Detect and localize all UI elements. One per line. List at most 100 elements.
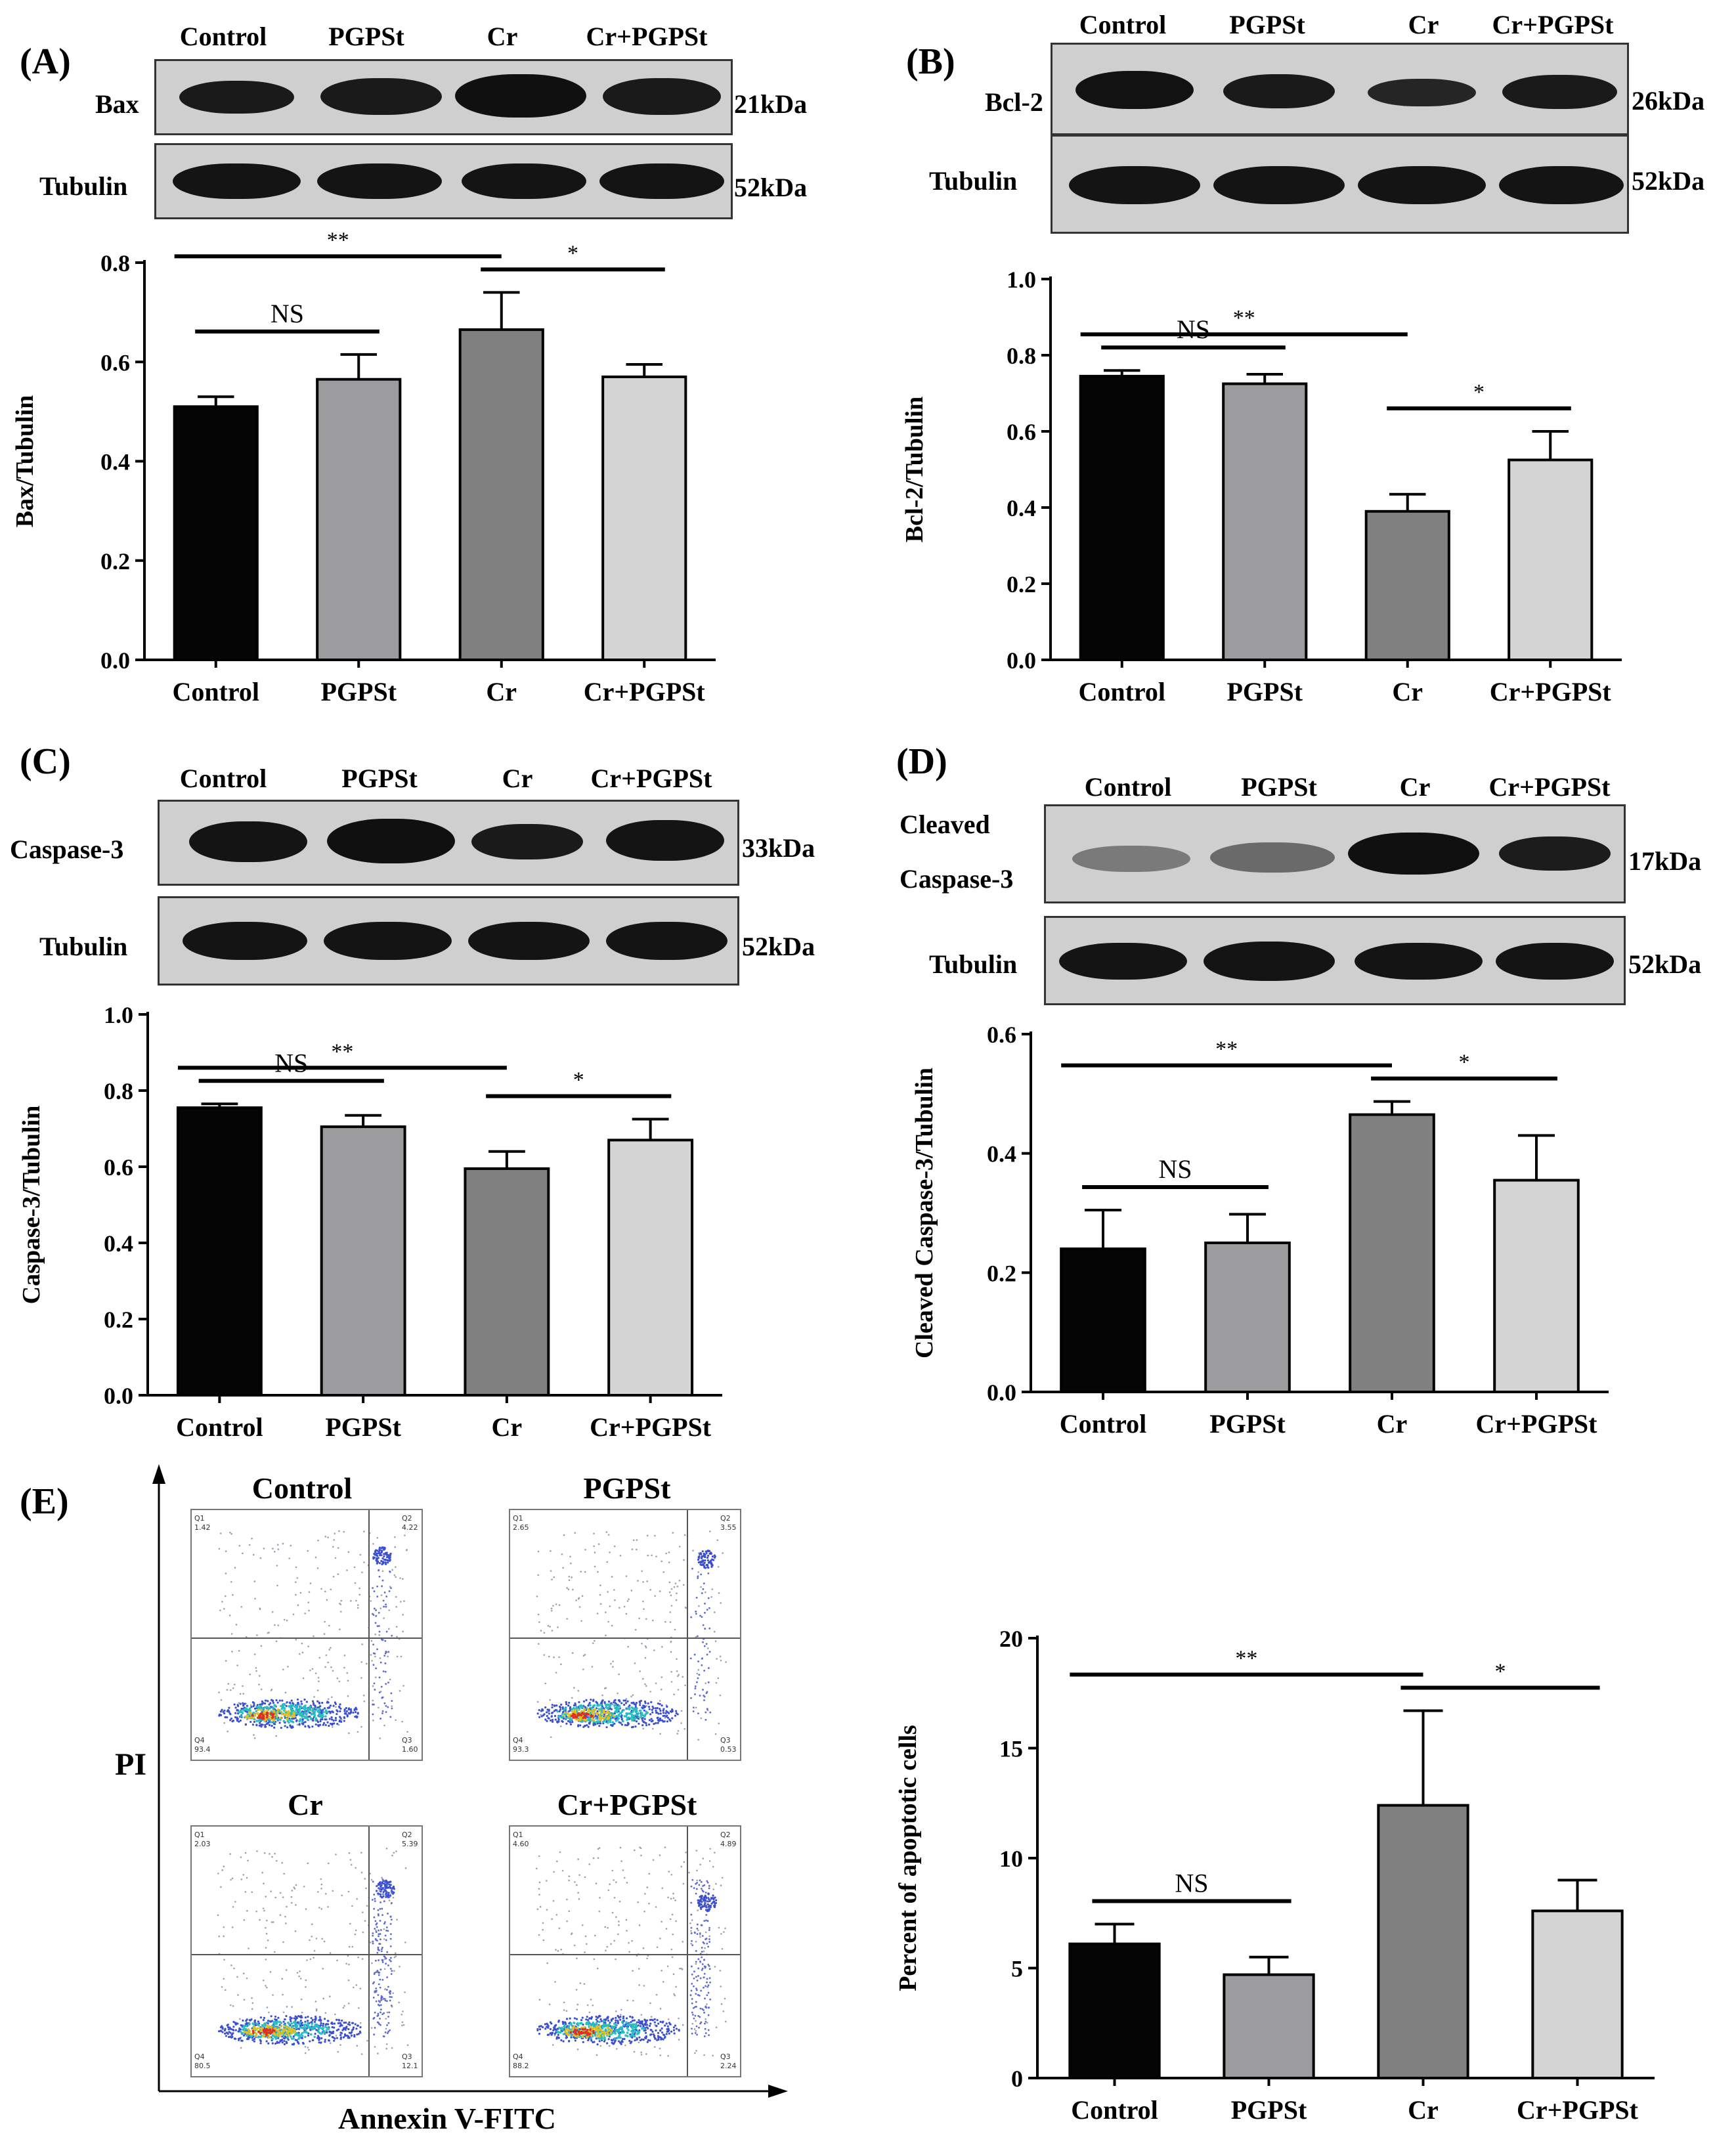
quadrant-value: 3.55 <box>720 1523 737 1532</box>
significance-label: NS <box>1175 1869 1208 1898</box>
kda-label: 52kDa <box>734 173 808 202</box>
western-blot-caspase3 <box>158 800 739 886</box>
significance-label: * <box>1495 1660 1506 1684</box>
blot-column-label: Cr <box>1408 10 1439 39</box>
quadrant-value: 93.3 <box>513 1745 529 1754</box>
significance-label: ** <box>331 1039 353 1064</box>
quadrant-value: 12.1 <box>402 2062 418 2070</box>
blot-row-label: Cleaved <box>900 810 990 839</box>
y-axis-label: Bcl-2/Tubulin <box>901 397 928 543</box>
quadrant-value: 4.22 <box>402 1523 418 1532</box>
western-blot-cleaved-caspase3 <box>1044 804 1626 903</box>
flow-plot-title: Cr+PGPSt <box>557 1788 697 1821</box>
bar-chart-bax: 0.0 0.2 0.4 0.6 0.8 Bax/Tubulin Control PGPSt Cr… <box>11 228 716 706</box>
y-tick-label: 0.8 <box>100 250 130 276</box>
x-tick-label: Cr+PGPSt <box>590 1412 712 1442</box>
blot-column-label: Cr <box>487 22 518 51</box>
flow-plot-title: PGPSt <box>583 1471 671 1505</box>
x-tick-label: Cr+PGPSt <box>1517 2095 1639 2125</box>
y-tick-label: 15 <box>999 1736 1023 1762</box>
western-blot-bax <box>154 59 733 135</box>
quadrant-value: 2.03 <box>194 1840 211 1848</box>
x-tick-label: Cr+PGPSt <box>584 677 706 706</box>
bar <box>1364 510 1450 661</box>
y-tick-label: 0.2 <box>100 548 130 575</box>
bar-chart-caspase3: 0.0 0.2 0.4 0.6 0.8 1.0 Caspase-3/Tubulin Contr… <box>18 1002 722 1442</box>
blot-row-label: Tubulin <box>39 932 128 961</box>
blot-column-label: Control <box>1079 10 1167 39</box>
blot-row-label: Caspase-3 <box>900 864 1014 894</box>
kda-label: 52kDa <box>1628 949 1702 979</box>
bar <box>176 1106 263 1397</box>
quadrant-value: 1.60 <box>402 1745 418 1754</box>
bar <box>1222 382 1308 661</box>
significance-label: * <box>567 241 578 265</box>
bar <box>320 1125 406 1397</box>
panel-label: (B) <box>906 41 955 82</box>
x-tick-label: Cr <box>486 677 517 706</box>
x-tick-label: Cr+PGPSt <box>1476 1409 1598 1439</box>
x-tick-label: Control <box>1071 2095 1158 2125</box>
x-tick-label: Cr <box>1377 1409 1408 1439</box>
blot-column-label: PGPSt <box>341 764 418 793</box>
flow-plot-cr: Q1 2.03 Q2 5.39 Q4 80.5 Q3 12.1 <box>190 1825 423 2077</box>
bar <box>1060 1247 1146 1393</box>
y-tick-label: 0 <box>1011 2066 1023 2092</box>
bar <box>173 405 259 661</box>
x-axis-label-annexin: Annexin V-FITC <box>338 2102 556 2135</box>
blot-column-label: Control <box>179 764 267 793</box>
quadrant-value: 4.89 <box>720 1840 737 1848</box>
bar-chart-bcl2: 0.0 0.2 0.4 0.6 0.8 1.0 Bcl-2/Tubulin Control PG… <box>901 267 1622 706</box>
y-axis-label: Bax/Tubulin <box>11 395 39 527</box>
significance-label: ** <box>1215 1037 1238 1062</box>
x-tick-label: Control <box>172 677 259 706</box>
kda-label: 17kDa <box>1628 846 1702 876</box>
bar <box>1068 1942 1161 2080</box>
quadrant-value: 4.60 <box>513 1840 529 1848</box>
quadrant-value: 80.5 <box>194 2062 211 2070</box>
blot-column-label: Cr <box>1399 772 1431 802</box>
flow-plot-title: Control <box>251 1471 353 1505</box>
y-tick-label: 0.6 <box>987 1022 1016 1048</box>
western-blot-bcl2 <box>1051 43 1629 135</box>
y-tick-label: 0.8 <box>104 1078 133 1104</box>
scatter-points <box>218 1530 408 1739</box>
y-tick-label: 0.2 <box>987 1260 1016 1286</box>
x-tick-label: PGPSt <box>1231 2095 1307 2125</box>
y-tick-label: 0.6 <box>104 1154 133 1181</box>
flow-plot-cr-pgpst: Q1 4.60 Q2 4.89 Q4 88.2 Q3 2.24 <box>509 1825 741 2077</box>
flow-plot-title: Cr <box>288 1788 323 1821</box>
blot-row-label: Bcl-2 <box>985 87 1043 117</box>
kda-label: 52kDa <box>742 932 815 961</box>
significance-label: ** <box>1233 306 1255 330</box>
panel-label: (A) <box>20 41 71 82</box>
flow-plot-control: Q1 1.42 Q2 4.22 Q4 93.4 Q3 1.60 <box>190 1509 423 1761</box>
y-tick-label: 1.0 <box>104 1002 133 1028</box>
quadrant-value: 0.53 <box>720 1745 737 1754</box>
x-tick-label: Cr <box>1408 2095 1439 2125</box>
y-tick-label: 0.8 <box>1007 343 1036 369</box>
blot-column-label: Cr+PGPSt <box>1488 772 1611 802</box>
x-tick-label: Cr <box>492 1412 523 1442</box>
western-blot-tubulin <box>1051 135 1629 234</box>
bar <box>1531 1909 1624 2079</box>
western-blot-tubulin <box>158 896 739 986</box>
blot-row-label: Caspase-3 <box>10 835 124 864</box>
quadrant-value: 1.42 <box>194 1523 211 1532</box>
scatter-points <box>536 1530 727 1741</box>
bar-chart-apoptotic-cells: 0 5 10 15 20 Percent of apoptotic cells Contro… <box>894 1626 1655 2125</box>
y-axis-label: Cleaved Caspase-3/Tubulin <box>911 1068 938 1358</box>
scatter-points <box>535 1846 727 2057</box>
blot-column-label: Control <box>1084 772 1172 802</box>
kda-label: 21kDa <box>734 89 808 119</box>
bar <box>1349 1113 1435 1393</box>
quadrant-value: 93.4 <box>194 1745 211 1754</box>
y-tick-label: 0.2 <box>104 1307 133 1333</box>
blot-column-label: Cr+PGPSt <box>590 764 712 793</box>
blot-column-label: PGPSt <box>1229 10 1305 39</box>
blot-row-label: Tubulin <box>929 166 1018 196</box>
bar <box>458 328 544 661</box>
y-tick-label: 0.4 <box>104 1230 133 1257</box>
bar <box>1204 1241 1291 1393</box>
quadrant-value: 88.2 <box>513 2062 529 2070</box>
